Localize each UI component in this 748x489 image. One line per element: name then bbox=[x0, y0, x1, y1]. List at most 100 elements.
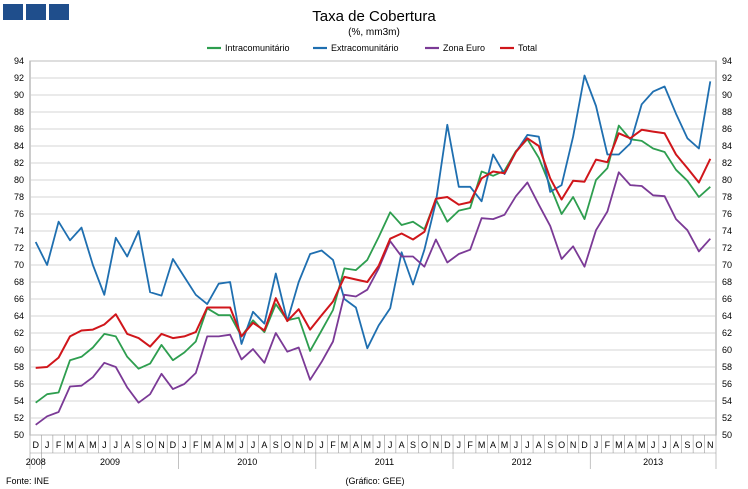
y-axis-right: 50 52 54 56 58 60 62 64 66 68 70 72 74 76 78 80 82 84 86 88… bbox=[722, 56, 732, 440]
y-tick-label-right: 76 bbox=[722, 209, 732, 219]
x-tick-label: A bbox=[627, 440, 633, 450]
x-tick-label: O bbox=[147, 440, 154, 450]
x-tick-label: A bbox=[536, 440, 542, 450]
x-tick-label: M bbox=[89, 440, 97, 450]
y-tick-label-right: 80 bbox=[722, 175, 732, 185]
x-tick-label: M bbox=[226, 440, 234, 450]
x-tick-label: F bbox=[467, 440, 473, 450]
y-tick-label-right: 74 bbox=[722, 226, 732, 236]
x-tick-label: D bbox=[444, 440, 451, 450]
x-tick-label: J bbox=[662, 440, 667, 450]
x-tick-label: J bbox=[376, 440, 381, 450]
series-line-1 bbox=[35, 124, 711, 404]
year-label: 2010 bbox=[237, 457, 257, 467]
footer-credit: (Gráfico: GEE) bbox=[345, 476, 404, 486]
x-tick-label: J bbox=[319, 440, 324, 450]
y-tick-label-left: 66 bbox=[14, 294, 24, 304]
y-tick-label-right: 70 bbox=[722, 260, 732, 270]
y-tick-label-right: 72 bbox=[722, 243, 732, 253]
header-block-2 bbox=[26, 4, 46, 20]
y-tick-label-right: 88 bbox=[722, 107, 732, 117]
y-tick-label-left: 58 bbox=[14, 362, 24, 372]
legend-label: Extracomunitário bbox=[331, 43, 399, 53]
header-block-1 bbox=[3, 4, 23, 20]
x-tick-label: N bbox=[570, 440, 577, 450]
x-tick-label: J bbox=[251, 440, 256, 450]
x-tick-label: N bbox=[433, 440, 440, 450]
y-tick-label-right: 52 bbox=[722, 413, 732, 423]
x-tick-label: A bbox=[353, 440, 359, 450]
x-tick-label: D bbox=[581, 440, 588, 450]
series-line-2 bbox=[34, 74, 712, 350]
x-tick-label: F bbox=[605, 440, 611, 450]
y-tick-label-left: 82 bbox=[14, 158, 24, 168]
x-tick-label: O bbox=[558, 440, 565, 450]
y-tick-label-right: 68 bbox=[722, 277, 732, 287]
x-tick-label: M bbox=[615, 440, 623, 450]
x-tick-label: A bbox=[490, 440, 496, 450]
y-tick-label-right: 84 bbox=[722, 141, 732, 151]
y-tick-label-right: 58 bbox=[722, 362, 732, 372]
legend-label: Intracomunitário bbox=[225, 43, 290, 53]
y-tick-label-left: 70 bbox=[14, 260, 24, 270]
y-tick-label-left: 76 bbox=[14, 209, 24, 219]
y-tick-label-left: 54 bbox=[14, 396, 24, 406]
x-tick-label: D bbox=[170, 440, 177, 450]
y-tick-label-left: 56 bbox=[14, 379, 24, 389]
x-tick-label: O bbox=[284, 440, 291, 450]
x-tick-label: S bbox=[684, 440, 690, 450]
y-tick-label-right: 94 bbox=[722, 56, 732, 66]
year-label: 2008 bbox=[26, 457, 46, 467]
chart-title: Taxa de Cobertura bbox=[312, 8, 436, 25]
y-tick-label-left: 86 bbox=[14, 124, 24, 134]
x-tick-label: J bbox=[514, 440, 519, 450]
x-tick-label: A bbox=[399, 440, 405, 450]
y-tick-label-right: 56 bbox=[722, 379, 732, 389]
header-blocks bbox=[3, 4, 69, 20]
x-tick-label: D bbox=[307, 440, 314, 450]
x-tick-label: M bbox=[203, 440, 211, 450]
y-tick-label-right: 62 bbox=[722, 328, 732, 338]
series-line-3 bbox=[35, 171, 711, 426]
y-tick-label-left: 84 bbox=[14, 141, 24, 151]
x-tick-label: O bbox=[695, 440, 702, 450]
header-block-3 bbox=[49, 4, 69, 20]
y-tick-label-right: 78 bbox=[722, 192, 732, 202]
x-tick-label: J bbox=[594, 440, 599, 450]
series-lines bbox=[34, 74, 712, 426]
y-tick-label-left: 88 bbox=[14, 107, 24, 117]
y-tick-label-right: 54 bbox=[722, 396, 732, 406]
y-tick-label-left: 50 bbox=[14, 430, 24, 440]
y-tick-label-left: 80 bbox=[14, 175, 24, 185]
year-label: 2012 bbox=[512, 457, 532, 467]
x-tick-label: A bbox=[124, 440, 130, 450]
y-tick-label-right: 66 bbox=[722, 294, 732, 304]
x-tick-label: J bbox=[102, 440, 107, 450]
x-tick-label: M bbox=[638, 440, 646, 450]
x-tick-label: O bbox=[421, 440, 428, 450]
y-tick-label-left: 92 bbox=[14, 73, 24, 83]
y-tick-label-right: 90 bbox=[722, 90, 732, 100]
x-tick-label: N bbox=[158, 440, 165, 450]
x-tick-label: D bbox=[32, 440, 39, 450]
x-tick-label: F bbox=[56, 440, 62, 450]
x-tick-label: M bbox=[341, 440, 349, 450]
legend-label: Total bbox=[518, 43, 537, 53]
y-tick-label-left: 72 bbox=[14, 243, 24, 253]
chart-legend: Intracomunitário Extracomunitário Zona Eur… bbox=[207, 43, 537, 53]
x-tick-label: N bbox=[295, 440, 302, 450]
x-tick-label: J bbox=[182, 440, 187, 450]
footer-source: Fonte: INE bbox=[6, 476, 49, 486]
x-tick-label: J bbox=[651, 440, 656, 450]
y-tick-label-right: 86 bbox=[722, 124, 732, 134]
x-tick-label: M bbox=[478, 440, 486, 450]
x-tick-label: F bbox=[193, 440, 199, 450]
y-tick-label-left: 68 bbox=[14, 277, 24, 287]
x-tick-label: J bbox=[45, 440, 50, 450]
x-tick-label: A bbox=[216, 440, 222, 450]
x-tick-label: M bbox=[364, 440, 372, 450]
x-tick-label: F bbox=[330, 440, 336, 450]
x-tick-label: M bbox=[66, 440, 74, 450]
